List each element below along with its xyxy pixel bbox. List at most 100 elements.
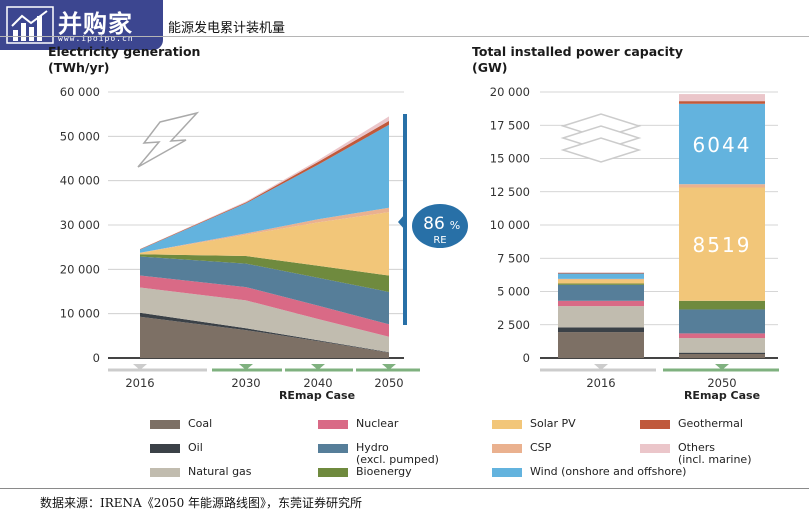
re-share-label: RE bbox=[433, 235, 446, 246]
x-axis-marker bbox=[311, 364, 325, 370]
right-chart-title-text: Total installed power capacity bbox=[472, 44, 684, 59]
bar-2050-coal bbox=[679, 354, 765, 358]
left-x-tick-label: 2050 bbox=[374, 376, 403, 390]
legend-swatch bbox=[492, 444, 522, 453]
legend-item-csp: CSP bbox=[492, 442, 551, 454]
right-scenario-label: REmap Case bbox=[684, 389, 760, 402]
title-divider bbox=[0, 36, 809, 37]
area-nuclear bbox=[140, 275, 389, 337]
right-x-tick-label: 2050 bbox=[707, 376, 736, 390]
bar-2050-wind bbox=[679, 103, 765, 185]
legend-swatch bbox=[492, 420, 522, 429]
right-chart-title: Total installed power capacity (GW) bbox=[472, 44, 683, 76]
source-divider bbox=[0, 488, 809, 489]
bar-2050-geothermal bbox=[679, 101, 765, 104]
legend-item-others: Others (incl. marine) bbox=[640, 442, 751, 466]
legend-swatch bbox=[318, 444, 348, 453]
left-chart-title: Electricity generation (TWh/yr) bbox=[48, 44, 200, 76]
left-y-tick-label: 20 000 bbox=[60, 262, 100, 276]
bar-2050-nuclear bbox=[679, 333, 765, 339]
left-y-tick-label: 0 bbox=[93, 351, 100, 365]
legend-swatch bbox=[640, 420, 670, 429]
area-oil bbox=[140, 312, 389, 353]
left-x-tick-label: 2016 bbox=[125, 376, 154, 390]
re-share-badge bbox=[412, 204, 468, 248]
bar-2050-natural-gas bbox=[679, 338, 765, 353]
legend-label: Natural gas bbox=[188, 465, 252, 478]
right-x-tick-label: 2016 bbox=[586, 376, 615, 390]
bar-2050-csp bbox=[679, 184, 765, 188]
data-label-wind: 6044 bbox=[693, 133, 752, 157]
bar-2016-hydro bbox=[558, 284, 644, 301]
right-chart-unit: (GW) bbox=[472, 60, 508, 75]
legend-item-nuclear: Nuclear bbox=[318, 418, 398, 430]
legend-item-bioenergy: Bioenergy bbox=[318, 466, 412, 478]
bar-2050-oil bbox=[679, 352, 765, 355]
legend-label: Others (incl. marine) bbox=[678, 441, 752, 466]
right-y-tick-label: 2 500 bbox=[497, 318, 530, 332]
legend-label: Coal bbox=[188, 417, 213, 430]
lightning-icon bbox=[137, 111, 200, 168]
legend-label: CSP bbox=[530, 441, 552, 454]
legend-label: Nuclear bbox=[356, 417, 399, 430]
legend-label: Wind (onshore and offshore) bbox=[530, 465, 687, 478]
bar-2016-coal bbox=[558, 332, 644, 358]
legend-label: Geothermal bbox=[678, 417, 743, 430]
area-wind bbox=[140, 124, 389, 253]
legend-label: Solar PV bbox=[530, 417, 576, 430]
legend-item-solar-pv: Solar PV bbox=[492, 418, 576, 430]
legend-swatch bbox=[150, 444, 180, 453]
x-axis-marker bbox=[133, 364, 147, 370]
bar-2050-solar-pv bbox=[679, 187, 765, 301]
legend-item-geothermal: Geothermal bbox=[640, 418, 743, 430]
x-axis-marker bbox=[594, 364, 608, 370]
right-y-tick-label: 15 000 bbox=[490, 152, 530, 166]
legend-item-wind: Wind (onshore and offshore) bbox=[492, 466, 686, 478]
source-note: 数据来源：IRENA《2050 年能源路线图》，东莞证券研究所 bbox=[40, 496, 363, 510]
right-y-tick-label: 12 500 bbox=[490, 185, 530, 199]
legend-swatch bbox=[318, 420, 348, 429]
bar-2016-solar-pv bbox=[558, 279, 644, 284]
legend-item-natural-gas: Natural gas bbox=[150, 466, 252, 478]
x-axis-marker bbox=[715, 364, 729, 370]
bar-2016-natural-gas bbox=[558, 306, 644, 328]
left-scenario-label: REmap Case bbox=[279, 389, 355, 402]
re-share-unit: % bbox=[450, 219, 460, 232]
left-y-tick-label: 30 000 bbox=[60, 218, 100, 232]
area-solar-pv bbox=[140, 212, 389, 276]
legend-sublabel: (incl. marine) bbox=[678, 453, 752, 466]
bar-chart-logo-icon bbox=[6, 6, 54, 44]
legend-swatch bbox=[640, 444, 670, 453]
right-y-tick-label: 0 bbox=[523, 351, 530, 365]
bar-2050-others bbox=[679, 94, 765, 102]
legend-label: Bioenergy bbox=[356, 465, 412, 478]
bar-2016-others bbox=[558, 272, 644, 273]
left-x-tick-label: 2040 bbox=[303, 376, 332, 390]
data-label-solar-pv: 8519 bbox=[693, 233, 752, 257]
area-csp bbox=[140, 207, 389, 253]
re-pointer bbox=[398, 214, 405, 230]
right-y-tick-label: 20 000 bbox=[490, 85, 530, 99]
bar-2016-geothermal bbox=[558, 272, 644, 274]
legend-swatch bbox=[150, 420, 180, 429]
bar-2016-csp bbox=[558, 278, 644, 280]
legend-sublabel: (excl. pumped) bbox=[356, 453, 439, 466]
bar-2016-oil bbox=[558, 327, 644, 333]
layers-icon bbox=[560, 137, 642, 163]
left-y-tick-label: 40 000 bbox=[60, 174, 100, 188]
left-y-tick-label: 10 000 bbox=[60, 307, 100, 321]
left-x-tick-label: 2030 bbox=[231, 376, 260, 390]
logo: 并购家 www.ipoipo.cn bbox=[0, 0, 163, 50]
right-y-tick-label: 5 000 bbox=[497, 285, 530, 299]
legend: Coal Nuclear Solar PV Geothermal Oil Hydro (ex… bbox=[150, 418, 790, 484]
legend-item-oil: Oil bbox=[150, 442, 203, 454]
left-chart-unit: (TWh/yr) bbox=[48, 60, 110, 75]
bar-2016-nuclear bbox=[558, 300, 644, 307]
left-y-tick-label: 60 000 bbox=[60, 85, 100, 99]
area-coal bbox=[140, 316, 389, 358]
legend-item-hydro: Hydro (excl. pumped) bbox=[318, 442, 439, 466]
left-chart-title-text: Electricity generation bbox=[48, 44, 201, 59]
bar-2050-bioenergy bbox=[679, 300, 765, 310]
legend-swatch bbox=[150, 468, 180, 477]
